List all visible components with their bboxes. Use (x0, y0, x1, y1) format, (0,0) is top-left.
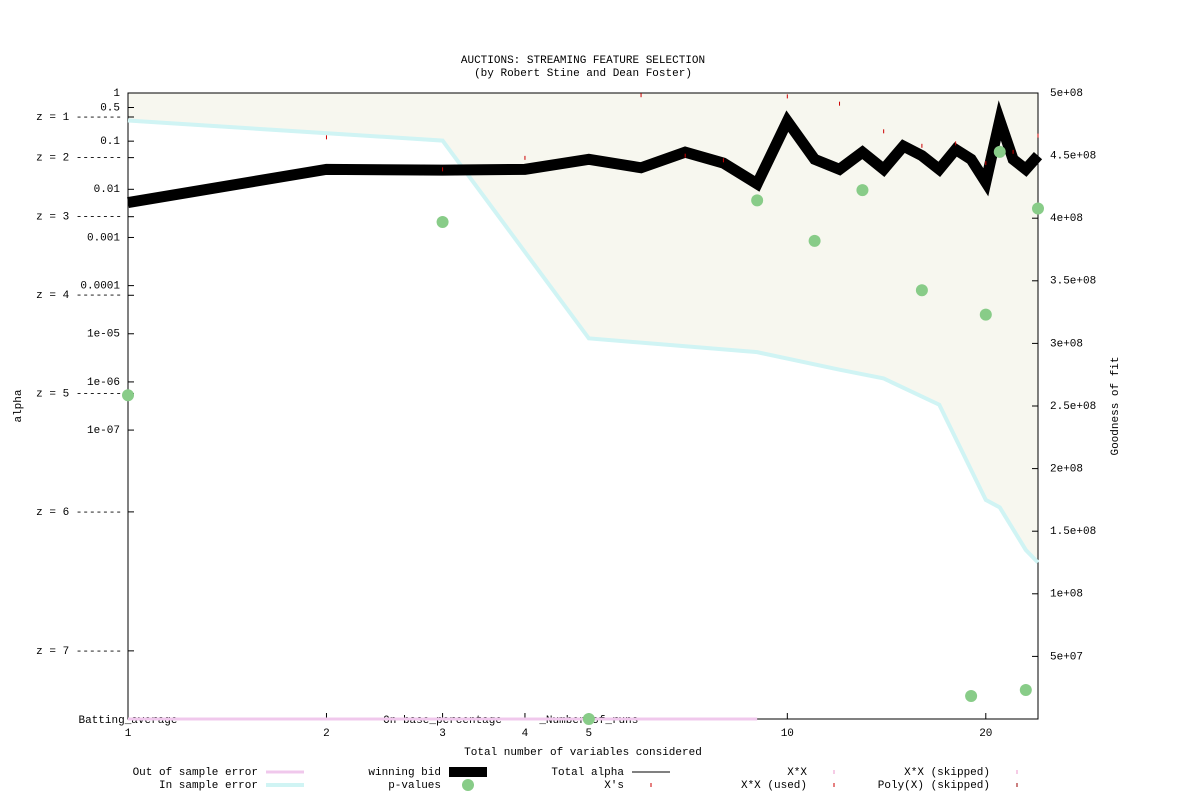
z-tick-label: z = 6 ------- (36, 507, 122, 519)
y2-tick-label: 2.5e+08 (1050, 401, 1096, 413)
p-value-point (436, 215, 449, 228)
y2-tick-label: 2e+08 (1050, 464, 1083, 476)
p-value-point (915, 284, 928, 297)
legend-label: winning bid (368, 767, 441, 779)
p-value-point (122, 389, 134, 402)
x-axis-label: Total number of variables considered (464, 747, 702, 759)
y2-tick-label: 5e+07 (1050, 651, 1083, 663)
p-value-point (582, 713, 595, 725)
p-value-point (979, 308, 992, 321)
y2-tick-label: 4.5e+08 (1050, 151, 1096, 163)
z-tick-label: z = 5 ------- (36, 389, 122, 401)
legend-label: Poly(X) (skipped) (878, 780, 990, 792)
p-value-point (993, 145, 1006, 158)
p-value-point (1032, 202, 1044, 215)
series-line (127, 118, 1040, 564)
legend-swatch (462, 779, 474, 791)
x-tick-label: 4 (522, 728, 529, 740)
y-tick-label: 0.1 (100, 136, 120, 148)
p-value-point (751, 194, 764, 207)
y2-tick-label: 3e+08 (1050, 338, 1083, 350)
chart-title: AUCTIONS: STREAMING FEATURE SELECTION (461, 55, 705, 67)
y-tick-label: 1 (113, 88, 120, 100)
p-value-point (965, 690, 978, 703)
x-tick-label: 20 (979, 728, 992, 740)
y2-tick-label: 3.5e+08 (1050, 276, 1096, 288)
legend-label: Total alpha (551, 767, 624, 779)
variable-label: On-base_percentage (383, 715, 502, 727)
legend-label: X*X (787, 767, 807, 779)
y-axis-label: alpha (13, 389, 25, 422)
y-tick-label: 1e-06 (87, 377, 120, 389)
y2-tick-label: 5e+08 (1050, 88, 1083, 100)
series-line (127, 100, 1043, 209)
chart-subtitle: (by Robert Stine and Dean Foster) (474, 68, 692, 80)
legend-label: p-values (388, 780, 441, 792)
y-tick-label: 0.01 (94, 184, 121, 196)
y2-tick-label: 1.5e+08 (1050, 526, 1096, 538)
z-tick-label: z = 2 ------- (36, 153, 122, 165)
z-tick-label: z = 7 ------- (36, 646, 122, 658)
y2-axis-label: Goodness of fit (1110, 356, 1122, 455)
y-tick-label: 0.001 (87, 232, 120, 244)
y-tick-label: 1e-07 (87, 425, 120, 437)
legend-label: Out of sample error (133, 767, 258, 779)
p-value-point (1019, 684, 1032, 697)
y-tick-label: 0.5 (100, 102, 120, 114)
x-tick-label: 3 (439, 728, 446, 740)
x-tick-label: 1 (125, 728, 132, 740)
legend-label: X*X (used) (741, 780, 807, 792)
y-tick-label: 1e-05 (87, 329, 120, 341)
z-tick-label: z = 3 ------- (36, 212, 122, 224)
variable-label: Batting_average (78, 715, 177, 727)
legend-label: X's (604, 780, 624, 792)
y2-tick-label: 1e+08 (1050, 589, 1083, 601)
x-tick-label: 2 (323, 728, 330, 740)
y2-tick-label: 4e+08 (1050, 213, 1083, 225)
z-tick-label: z = 4 ------- (36, 290, 122, 302)
x-tick-label: 10 (781, 728, 794, 740)
p-value-point (856, 184, 869, 197)
legend-label: In sample error (159, 780, 258, 792)
y-tick-label: 0.0001 (80, 281, 120, 293)
p-value-point (808, 234, 821, 247)
legend-label: X*X (skipped) (904, 767, 990, 779)
x-tick-label: 5 (586, 728, 593, 740)
z-tick-label: z = 1 ------- (36, 112, 122, 124)
